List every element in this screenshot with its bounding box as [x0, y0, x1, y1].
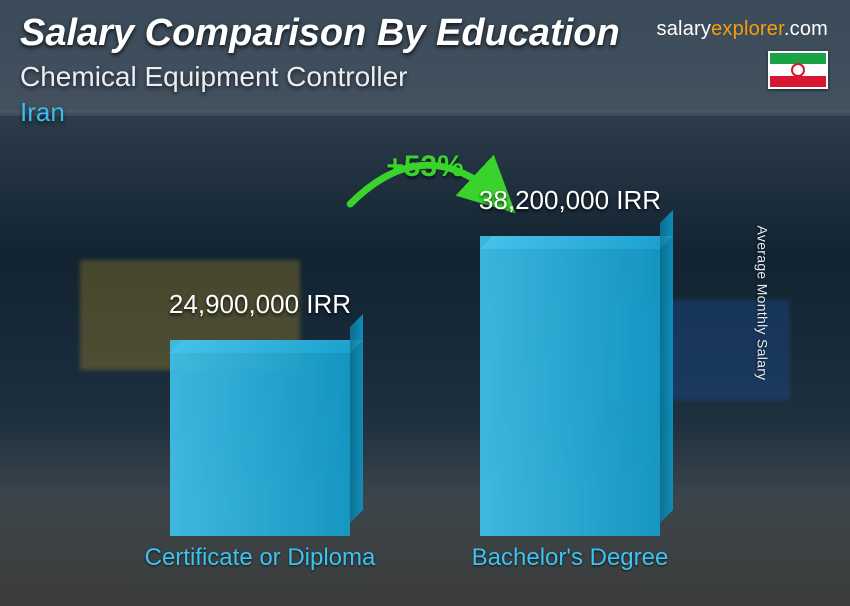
bar-label-bach: Bachelor's Degree [472, 544, 669, 572]
brand: salaryexplorer.com [657, 18, 828, 89]
bar-cert [170, 340, 350, 536]
brand-seg-2: explorer [711, 18, 784, 40]
bar-bach [480, 236, 660, 536]
bar-face-side [660, 210, 673, 523]
brand-seg-3: .com [784, 18, 828, 40]
bar-face-side [350, 314, 363, 523]
bar-group-cert: 24,900,000 IRR Certificate or Diploma [130, 340, 390, 536]
bar-value-cert: 24,900,000 IRR [110, 289, 410, 320]
bar-face-front [480, 236, 660, 536]
bar-group-bach: 38,200,000 IRR Bachelor's Degree [440, 236, 700, 536]
brand-logo-text: salaryexplorer.com [657, 18, 828, 41]
infographic-stage: Salary Comparison By Education Chemical … [0, 0, 850, 606]
brand-seg-1: salary [657, 18, 712, 40]
bar-chart: 24,900,000 IRR Certificate or Diploma 38… [70, 160, 760, 576]
bar-value-bach: 38,200,000 IRR [420, 185, 720, 216]
country-label: Iran [20, 97, 830, 128]
bar-face-front [170, 340, 350, 536]
flag-emblem-icon [791, 63, 805, 77]
bar-label-cert: Certificate or Diploma [145, 544, 376, 572]
flag-stripe-bottom [770, 76, 826, 87]
country-flag-icon [768, 51, 828, 89]
